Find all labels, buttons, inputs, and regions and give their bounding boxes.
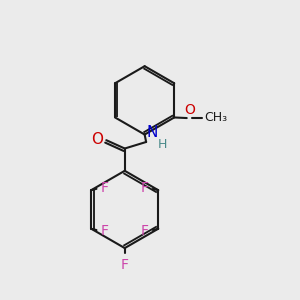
Text: F: F (141, 181, 149, 195)
Text: O: O (184, 103, 195, 117)
Text: F: F (141, 224, 149, 238)
Text: F: F (101, 224, 109, 238)
Text: F: F (121, 258, 129, 272)
Text: O: O (91, 132, 103, 147)
Text: F: F (101, 181, 109, 195)
Text: CH₃: CH₃ (205, 111, 228, 124)
Text: N: N (147, 125, 158, 140)
Text: H: H (158, 138, 167, 151)
